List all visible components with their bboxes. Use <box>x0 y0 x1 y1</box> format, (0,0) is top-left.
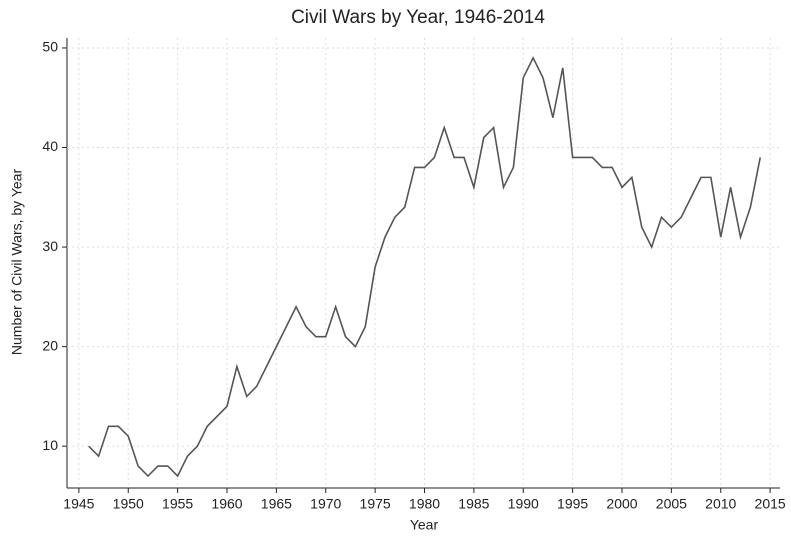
x-tick-label: 1995 <box>557 496 588 512</box>
x-tick-label: 2005 <box>656 496 687 512</box>
x-tick-label: 1955 <box>162 496 193 512</box>
y-tick-label: 50 <box>42 39 58 55</box>
x-tick-label: 1950 <box>113 496 144 512</box>
x-tick-label: 1975 <box>360 496 391 512</box>
data-line <box>88 56 762 478</box>
x-tick-label: 1980 <box>409 496 440 512</box>
y-axis-label: Number of Civil Wars, by Year <box>9 169 25 356</box>
y-tick-label: 20 <box>42 337 58 353</box>
x-tick-label: 1965 <box>261 496 292 512</box>
x-tick-label: 1960 <box>211 496 242 512</box>
x-tick-label: 1985 <box>458 496 489 512</box>
x-tick-label: 2015 <box>755 496 786 512</box>
x-tick-label: 2010 <box>705 496 736 512</box>
x-tick-label: 1970 <box>310 496 341 512</box>
chart-title: Civil Wars by Year, 1946-2014 <box>291 7 545 28</box>
x-tick-label: 1945 <box>63 496 94 512</box>
y-tick-label: 30 <box>42 238 58 254</box>
y-tick-label: 10 <box>42 437 58 453</box>
x-axis-label: Year <box>410 517 439 533</box>
x-tick-label: 2000 <box>606 496 637 512</box>
y-tick-label: 40 <box>42 138 58 154</box>
x-tick-label: 1990 <box>508 496 539 512</box>
